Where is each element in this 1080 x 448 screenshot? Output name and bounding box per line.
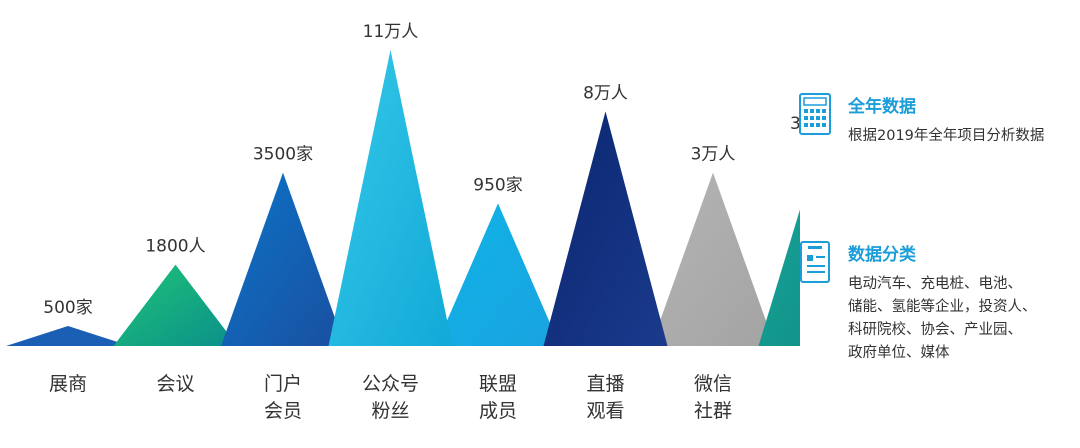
annual-data-text: 根据2019年全年项目分析数据 bbox=[848, 128, 1045, 144]
value-label-1: 500家 bbox=[43, 298, 92, 318]
value-label-7: 3万人 bbox=[691, 145, 736, 165]
data-categories-title: 数据分类 bbox=[848, 245, 916, 265]
value-label-2: 1800人 bbox=[145, 237, 205, 257]
categories-line-3: 科研院校、协会、产业园、 bbox=[848, 322, 1022, 338]
calculator-icon bbox=[799, 93, 831, 135]
categories-line-1: 电动汽车、充电桩、电池、 bbox=[848, 276, 1022, 292]
peak-8 bbox=[758, 209, 800, 346]
data-categories-panel: 数据分类 电动汽车、充电桩、电池、 储能、氢能等企业，投资人、 科研院校、协会、… bbox=[798, 240, 1080, 365]
peak-1 bbox=[6, 326, 130, 346]
category-label-6-line-2: 观看 bbox=[586, 400, 624, 422]
category-label-6-line-1: 直播 bbox=[586, 373, 624, 395]
peak-7 bbox=[651, 172, 775, 346]
document-icon bbox=[800, 241, 830, 283]
peak-4 bbox=[328, 50, 453, 346]
category-label-2-line-1: 会议 bbox=[156, 373, 194, 395]
categories-line-4: 政府单位、媒体 bbox=[848, 345, 950, 361]
peak-6 bbox=[543, 111, 668, 346]
category-label-5-line-1: 联盟 bbox=[479, 373, 517, 395]
value-label-3: 3500家 bbox=[253, 145, 313, 165]
annual-data-title: 全年数据 bbox=[848, 97, 916, 117]
category-label-5-line-2: 成员 bbox=[479, 400, 517, 422]
peak-chart: 500家 1800人 3500家 11万人 950家 8万人 3万人 3.7万人 展商 会议 门户… bbox=[6, 22, 800, 422]
data-categories-text: 电动汽车、充电桩、电池、 储能、氢能等企业，投资人、 科研院校、协会、产业园、 … bbox=[848, 273, 1037, 365]
value-label-8: 3.7万人 bbox=[790, 114, 800, 134]
peak-3 bbox=[221, 172, 345, 346]
category-label-4-line-2: 粉丝 bbox=[371, 400, 409, 422]
category-label-3-line-2: 会员 bbox=[264, 400, 302, 422]
category-label-4-line-1: 公众号 bbox=[362, 373, 419, 395]
value-label-4: 11万人 bbox=[363, 22, 419, 42]
peak-5 bbox=[436, 203, 560, 346]
value-label-5: 950家 bbox=[473, 175, 522, 195]
category-label-3-line-1: 门户 bbox=[264, 373, 302, 395]
value-label-6: 8万人 bbox=[583, 83, 628, 103]
categories-line-2: 储能、氢能等企业，投资人、 bbox=[848, 299, 1037, 315]
category-label-7-line-1: 微信 bbox=[694, 373, 732, 395]
category-label-1-line-1: 展商 bbox=[49, 373, 87, 395]
peak-2 bbox=[113, 264, 238, 346]
annual-data-panel: 全年数据 根据2019年全年项目分析数据 bbox=[798, 92, 1080, 148]
category-label-7-line-2: 社群 bbox=[694, 400, 732, 422]
